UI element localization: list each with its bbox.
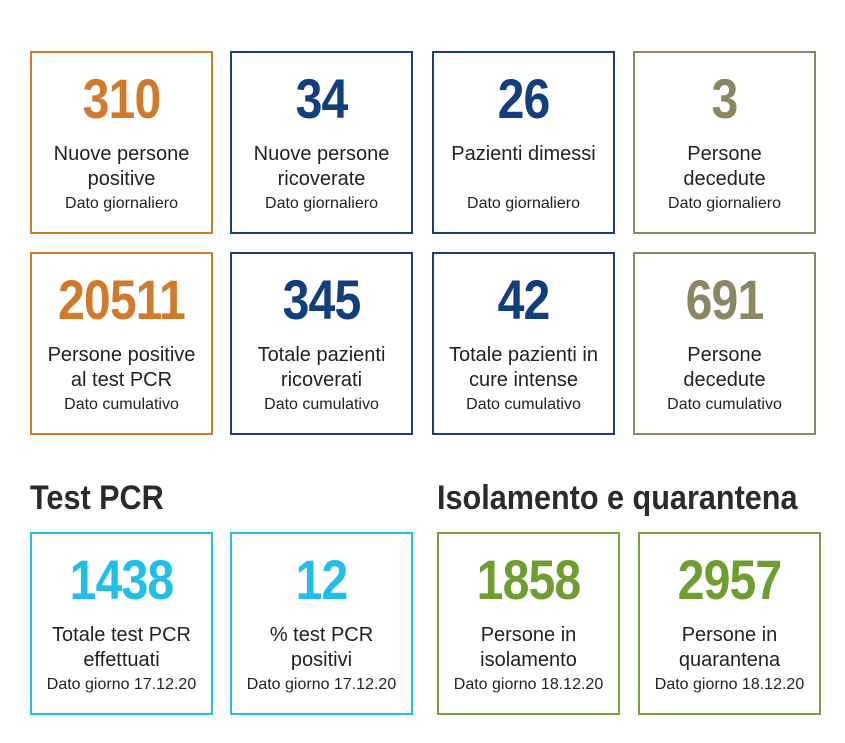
- card-isolation: 1858 Persone in isolamento Dato giorno 18…: [437, 532, 620, 715]
- card-subtitle: Dato giorno 17.12.20: [246, 676, 397, 693]
- card-subtitle: Dato giornaliero: [467, 195, 580, 212]
- card-new-positives: 310 Nuove persone positive Dato giornalie…: [30, 51, 213, 234]
- card-label: Persone in isolamento: [480, 624, 577, 671]
- card-label: Nuove persone positive: [53, 143, 190, 190]
- card-subtitle: Dato cumulativo: [667, 396, 782, 413]
- card-value: 1438: [69, 548, 175, 611]
- card-label: Persone positive al test PCR: [47, 344, 196, 391]
- card-subtitle: Dato giornaliero: [265, 195, 378, 212]
- card-total-hospitalized: 345 Totale pazienti ricoverati Dato cumul…: [230, 252, 413, 435]
- card-quarantine: 2957 Persone in quarantena Dato giorno 18…: [638, 532, 821, 715]
- card-label: % test PCR positivi: [269, 624, 374, 671]
- card-total-deaths: 691 Persone decedute Dato cumulativo: [633, 252, 816, 435]
- card-label: Nuove persone ricoverate: [253, 143, 390, 190]
- card-value: 20511: [58, 268, 186, 331]
- card-subtitle: Dato giorno 18.12.20: [654, 676, 805, 693]
- card-total-pcr-tests: 1438 Totale test PCR effettuati Dato gior…: [30, 532, 213, 715]
- card-subtitle: Dato giorno 17.12.20: [46, 676, 197, 693]
- card-value: 691: [685, 268, 765, 331]
- card-label: Totale test PCR effettuati: [52, 624, 191, 671]
- card-value: 310: [82, 67, 162, 130]
- card-label: Persone in quarantena: [678, 624, 781, 671]
- card-label: Totale pazienti in cure intense: [449, 344, 598, 391]
- card-value: 42: [497, 268, 551, 331]
- card-value: 2957: [677, 548, 783, 611]
- card-total-intensive-care: 42 Totale pazienti in cure intense Dato c…: [432, 252, 615, 435]
- card-value: 345: [282, 268, 362, 331]
- card-new-hospitalized: 34 Nuove persone ricoverate Dato giornali…: [230, 51, 413, 234]
- card-value: 3: [711, 67, 739, 130]
- section-title-test-pcr: Test PCR: [30, 479, 164, 517]
- card-total-positives: 20511 Persone positive al test PCR Dato c…: [30, 252, 213, 435]
- card-label: Persone decedute: [683, 344, 766, 391]
- card-value: 1858: [476, 548, 582, 611]
- card-subtitle: Dato cumulativo: [264, 396, 379, 413]
- card-subtitle: Dato giorno 18.12.20: [453, 676, 604, 693]
- card-discharged: 26 Pazienti dimessi Dato giornaliero: [432, 51, 615, 234]
- card-subtitle: Dato giornaliero: [668, 195, 781, 212]
- card-value: 12: [295, 548, 349, 611]
- card-subtitle: Dato cumulativo: [64, 396, 179, 413]
- card-label: Persone decedute: [683, 143, 766, 190]
- card-value: 26: [497, 67, 551, 130]
- card-label: Totale pazienti ricoverati: [257, 344, 386, 391]
- card-subtitle: Dato giornaliero: [65, 195, 178, 212]
- card-subtitle: Dato cumulativo: [466, 396, 581, 413]
- card-new-deaths: 3 Persone decedute Dato giornaliero: [633, 51, 816, 234]
- card-label: Pazienti dimessi: [451, 143, 596, 165]
- card-value: 34: [295, 67, 349, 130]
- card-pcr-positive-rate: 12 % test PCR positivi Dato giorno 17.12.…: [230, 532, 413, 715]
- section-title-isolation: Isolamento e quarantena: [437, 479, 798, 517]
